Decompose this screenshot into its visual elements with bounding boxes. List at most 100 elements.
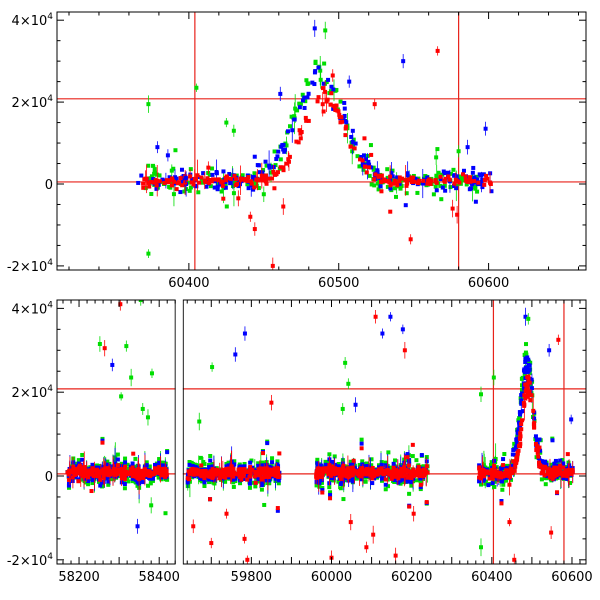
bottom-point	[123, 471, 128, 476]
top-point	[300, 92, 305, 97]
bottom-point	[526, 390, 531, 395]
bottom-point	[503, 478, 508, 483]
bottom-point	[372, 469, 377, 474]
top-point	[166, 180, 171, 185]
bottom-point	[192, 467, 197, 472]
top-point	[404, 191, 409, 196]
bottom-point	[531, 408, 536, 413]
bottom-point	[522, 393, 527, 398]
top-point	[278, 165, 283, 170]
bottom-point	[265, 441, 270, 446]
top-point	[282, 149, 287, 154]
bottom-point	[314, 479, 319, 484]
bottom-point	[112, 472, 117, 477]
top-point	[274, 156, 279, 161]
top-point	[211, 177, 216, 182]
top-point	[232, 173, 237, 178]
bottom-point	[249, 458, 254, 463]
bottom-point	[275, 508, 280, 513]
top-point	[305, 81, 310, 86]
bottom-point	[197, 469, 202, 474]
bottom-point	[216, 470, 221, 475]
bottom-point	[501, 467, 506, 472]
top-point	[219, 189, 224, 194]
bottom-point	[231, 466, 236, 471]
bottom-frame-left	[56, 299, 176, 565]
bottom-point	[241, 477, 246, 482]
top-point	[428, 182, 433, 187]
bottom-point	[385, 467, 390, 472]
bottom-point	[524, 342, 529, 347]
top-point	[302, 95, 307, 100]
top-point	[252, 171, 257, 176]
top-point	[261, 168, 266, 173]
bottom-point	[424, 455, 429, 460]
top-point	[323, 89, 328, 94]
top-point	[205, 176, 210, 181]
top-point	[269, 170, 274, 175]
top-point	[156, 182, 161, 187]
bottom-point	[227, 473, 232, 478]
bottom-point	[533, 434, 538, 439]
top-point	[153, 178, 158, 183]
bottom-point	[538, 463, 543, 468]
bottom-point	[98, 483, 103, 488]
top-point	[322, 61, 327, 66]
top-point	[263, 179, 268, 184]
bottom-outlier-point	[242, 331, 247, 336]
bottom-point	[265, 474, 270, 479]
bottom-point	[314, 483, 319, 488]
top-point	[369, 182, 374, 187]
bottom-point	[187, 479, 192, 484]
top-point	[270, 176, 275, 181]
bottom-point	[272, 466, 277, 471]
bottom-point	[492, 484, 497, 489]
bottom-point	[212, 469, 217, 474]
bottom-point	[116, 467, 121, 472]
top-point	[415, 190, 420, 195]
bottom-point	[366, 471, 371, 476]
top-point	[172, 179, 177, 184]
bottom-point	[238, 473, 243, 478]
top-point	[425, 175, 430, 180]
top-point	[212, 185, 217, 190]
bottom-point	[130, 479, 135, 484]
top-point	[349, 134, 354, 139]
top-point	[201, 171, 206, 176]
top-point	[409, 180, 414, 185]
top-point	[364, 170, 369, 175]
top-outlier-point	[224, 120, 229, 125]
bottom-point	[354, 476, 359, 481]
top-point	[245, 182, 250, 187]
bottom-point	[115, 452, 120, 457]
bottom-point	[523, 356, 528, 361]
bottom-series-1	[65, 355, 575, 513]
bottom-point	[420, 473, 425, 478]
bottom-point	[202, 480, 207, 485]
bottom-point	[529, 386, 534, 391]
bottom-point	[187, 460, 192, 465]
bottom-outlier-point	[549, 530, 554, 535]
top-point	[435, 147, 440, 152]
bottom-point	[190, 464, 195, 469]
top-point	[256, 186, 261, 191]
top-point	[313, 59, 318, 64]
top-point	[297, 105, 302, 110]
bottom-point	[81, 468, 86, 473]
bottom-point	[526, 357, 531, 362]
top-panel: 60400 60500 60600 4×104 2×104 0 -2×104	[7, 11, 587, 291]
bottom-point	[255, 472, 260, 477]
bottom-point	[507, 471, 512, 476]
bottom-outlier-point	[526, 316, 531, 321]
bottom-point	[359, 446, 364, 451]
bottom-point	[332, 454, 337, 459]
top-point	[303, 115, 308, 120]
top-point	[403, 203, 408, 208]
top-point	[290, 128, 295, 133]
bottom-point	[490, 476, 495, 481]
top-point	[310, 80, 315, 85]
top-point	[171, 192, 176, 197]
bottom-point	[510, 470, 515, 475]
bottom-point	[414, 478, 419, 483]
top-point	[397, 181, 402, 186]
